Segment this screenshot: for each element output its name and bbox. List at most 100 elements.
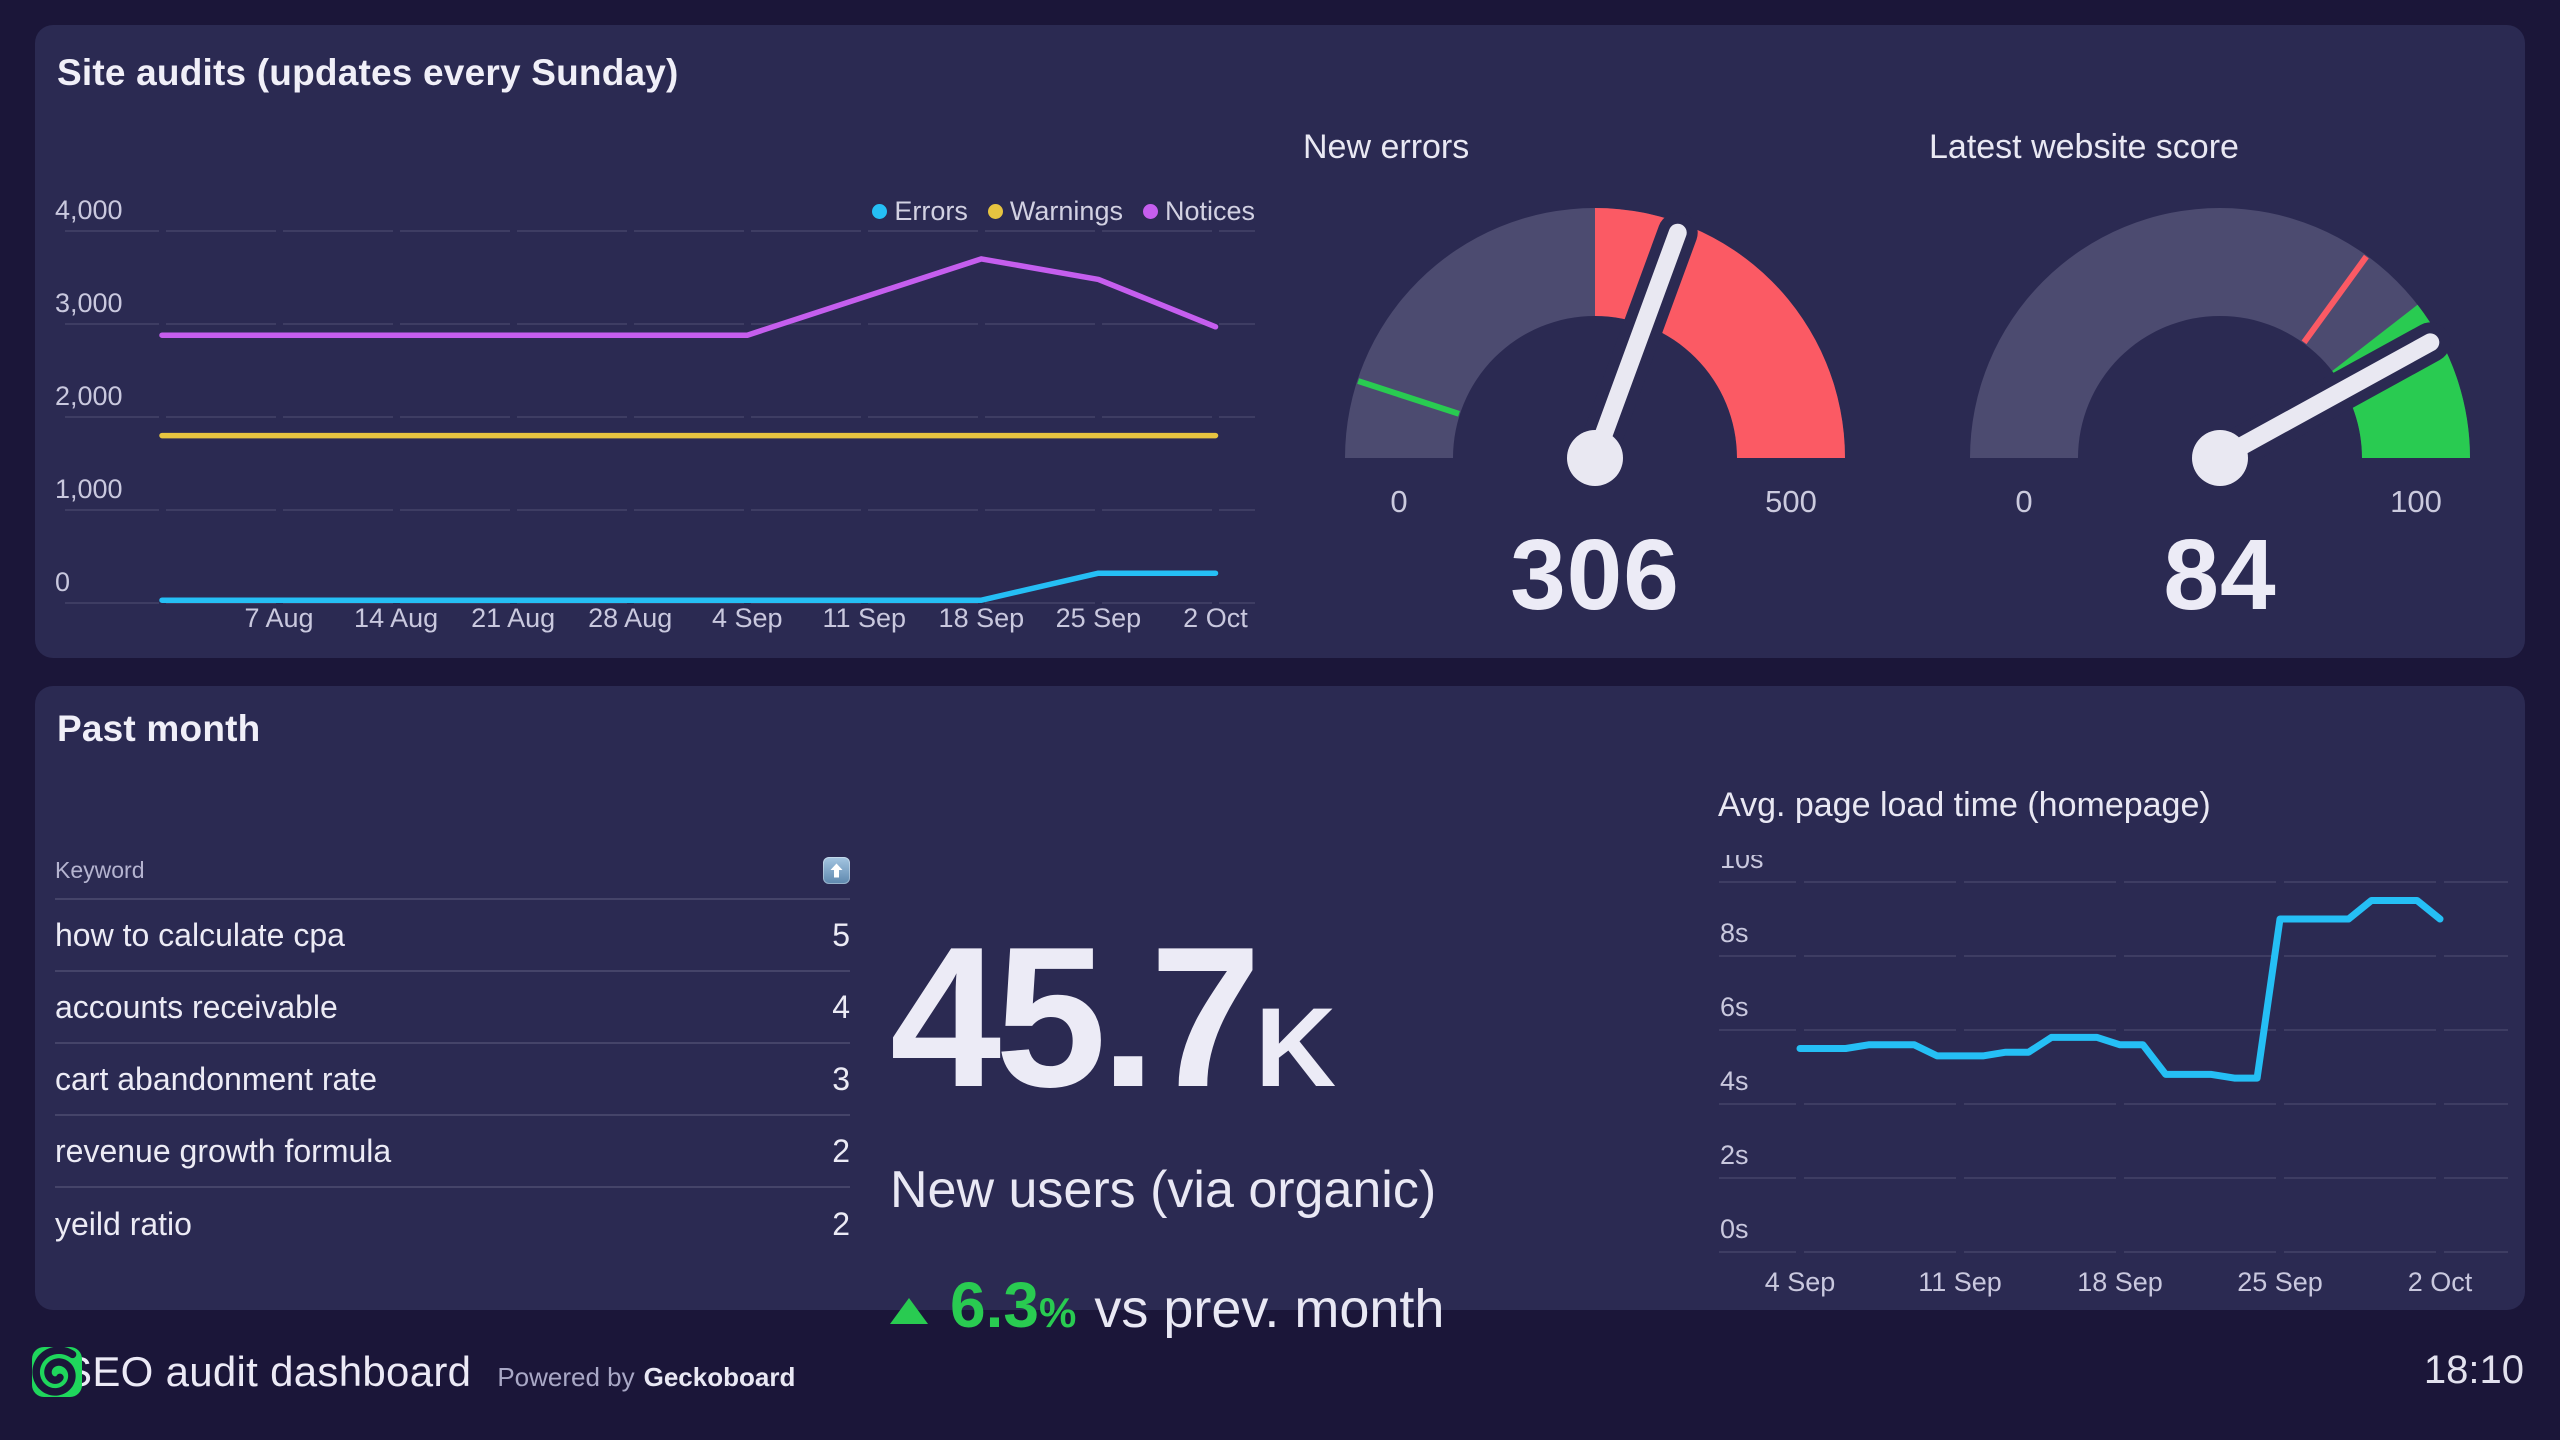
keyword-table-row: yeild ratio 2 [55, 1188, 850, 1260]
x-axis-tick-label: 14 Aug [354, 603, 438, 633]
keyword-cell: yeild ratio [55, 1205, 192, 1242]
legend-label: Notices [1164, 196, 1255, 226]
y-axis-tick-label: 4s [1720, 1066, 1749, 1096]
gauge-threshold-tick [2301, 254, 2369, 345]
x-axis-tick-label: 4 Sep [712, 603, 783, 633]
past-month-panel: Past month [35, 686, 2525, 1310]
y-axis-tick-label: 2,000 [55, 381, 123, 411]
new-users-number: 45.7K [890, 918, 1710, 1118]
keyword-table-header: Keyword [55, 843, 850, 900]
warnings-dot-icon [987, 204, 1003, 219]
delta-value: 6.3 [950, 1269, 1039, 1341]
footer-texts: SEO audit dashboard Powered by Geckoboar… [64, 1348, 795, 1396]
website-score-gauge-arc [1970, 208, 2470, 486]
clock: 18:10 [2423, 1348, 2524, 1392]
geckoboard-logo-icon [32, 1347, 82, 1397]
series-line-notices [159, 256, 1219, 338]
y-axis-tick-label: 1,000 [55, 474, 123, 504]
errors-dot-icon [872, 204, 888, 219]
big-number-unit: K [1255, 985, 1337, 1110]
notices-dot-icon [1142, 204, 1158, 219]
keyword-table-row: cart abandonment rate 3 [55, 1044, 850, 1116]
y-axis-tick-label: 0s [1720, 1214, 1749, 1244]
past-month-panel-title: Past month [57, 708, 261, 749]
new-users-label: New users (via organic) [890, 1161, 1437, 1219]
site-audits-line-chart: 4,000 3,000 2,000 1,000 0 7 Aug 14 Aug 21 Aug 28… [55, 195, 1255, 633]
x-axis-tick-label: 25 Sep [1056, 603, 1142, 633]
keyword-table-row: accounts receivable 4 [55, 972, 850, 1044]
keyword-cell: accounts receivable [55, 988, 338, 1025]
gauge-needle [1579, 212, 1698, 467]
new-errors-title: New errors [1303, 128, 1470, 166]
new-users-widget: 45.7K New users (via organic) 6.3% vs pr… [890, 918, 1710, 1342]
x-axis-tick-label: 11 Sep [823, 603, 907, 633]
delta-suffix: vs prev. month [1094, 1279, 1445, 1339]
legend-label: Errors [894, 196, 968, 226]
keyword-count-cell: 4 [832, 988, 850, 1025]
legend-item-warnings: Warnings [987, 196, 1123, 227]
keyword-cell: revenue growth formula [55, 1132, 392, 1169]
gauge-needle [2210, 322, 2451, 473]
website-score-value: 84 [2163, 519, 2277, 631]
keyword-column-header: Keyword [55, 857, 145, 883]
y-axis-tick-label: 8s [1720, 918, 1749, 948]
x-axis-tick-label: 11 Sep [1918, 1267, 2002, 1297]
x-axis-tick-label: 7 Aug [245, 603, 314, 633]
sort-ascending-icon [823, 857, 850, 884]
new-errors-value: 306 [1510, 519, 1680, 631]
series-line-avg. page load time [1796, 897, 2444, 1082]
big-number-value: 45.7 [890, 906, 1261, 1129]
new-errors-gauge-arc [1345, 208, 1845, 486]
keyword-cell: cart abandonment rate [55, 1060, 377, 1097]
keyword-count-cell: 2 [832, 1205, 850, 1242]
keyword-count-cell: 2 [832, 1132, 850, 1169]
gauge-min-label: 0 [1390, 484, 1408, 519]
legend-label: Warnings [1009, 196, 1123, 226]
keyword-table-row: revenue growth formula 2 [55, 1116, 850, 1188]
x-axis-tick-label: 2 Oct [2408, 1267, 2473, 1297]
gauge-threshold-tick [1357, 378, 1460, 417]
x-axis-tick-label: 18 Sep [2077, 1267, 2163, 1297]
gauge-min-label: 0 [2015, 484, 2033, 519]
y-axis-tick-label: 10s [1720, 855, 1764, 874]
y-axis-tick-label: 6s [1720, 992, 1749, 1022]
x-axis-tick-label: 21 Aug [471, 603, 555, 633]
website-score-gauge: 0 100 84 [1940, 188, 2500, 658]
y-axis-tick-label: 2s [1720, 1140, 1749, 1170]
delta-row: 6.3% vs prev. month [890, 1268, 1710, 1342]
legend-item-errors: Errors [872, 196, 968, 227]
x-axis-tick-label: 2 Oct [1183, 603, 1248, 633]
series-line-errors [159, 570, 1219, 603]
site-audits-panel-title: Site audits (updates every Sunday) [57, 52, 679, 93]
footer: SEO audit dashboard Powered by Geckoboar… [32, 1338, 795, 1406]
gauge-zone [1970, 208, 2470, 458]
x-axis-tick-label: 25 Sep [2237, 1267, 2323, 1297]
gauge-needle-pivot [1567, 430, 1623, 486]
delta-unit: % [1038, 1289, 1077, 1336]
page-load-time-chart: 10s 8s 6s 4s 2s 0s 4 Sep 11 Sep 18 Sep 25 Sep 2 Oc… [1719, 855, 2508, 1297]
keyword-table-row: how to calculate cpa 5 [55, 900, 850, 972]
x-axis-tick-label: 4 Sep [1765, 1267, 1836, 1297]
dashboard-title: SEO audit dashboard [64, 1348, 472, 1395]
delta-up-triangle-icon [890, 1298, 928, 1324]
powered-by-label: Powered by [497, 1362, 635, 1392]
y-axis-tick-label: 4,000 [55, 195, 123, 225]
keyword-cell: how to calculate cpa [55, 916, 345, 953]
gauge-max-label: 500 [1765, 484, 1817, 519]
y-axis-tick-label: 3,000 [55, 288, 123, 318]
brand-label: Geckoboard [643, 1362, 796, 1392]
site-audits-legend: Errors Warnings Notices [872, 196, 1255, 227]
page-load-time-title: Avg. page load time (homepage) [1718, 786, 2211, 824]
x-axis-tick-label: 18 Sep [939, 603, 1025, 633]
new-errors-gauge: 0 500 306 [1315, 188, 1875, 658]
keyword-count-cell: 5 [832, 916, 850, 953]
y-axis-tick-label: 0 [55, 567, 70, 597]
gauge-max-label: 100 [2390, 484, 2442, 519]
keyword-table: Keyword how to calculate cpa 5 accounts re… [55, 843, 850, 1260]
website-score-title: Latest website score [1929, 128, 2239, 166]
legend-item-notices: Notices [1142, 196, 1255, 227]
gauge-needle-pivot [2192, 430, 2248, 486]
keyword-count-cell: 3 [832, 1060, 850, 1097]
x-axis-tick-label: 28 Aug [588, 603, 672, 633]
